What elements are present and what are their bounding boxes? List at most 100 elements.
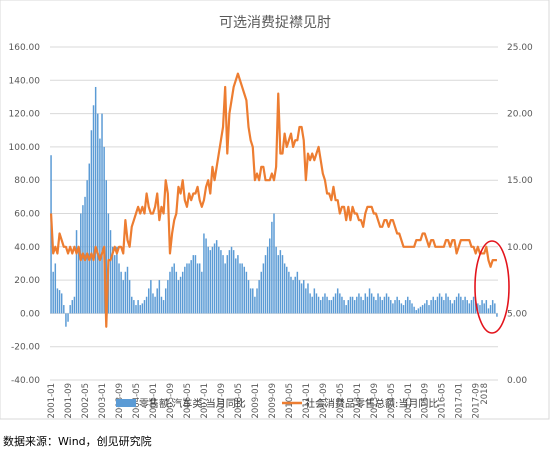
bar bbox=[260, 271, 263, 314]
bar bbox=[220, 250, 222, 314]
bar bbox=[258, 280, 260, 314]
bar bbox=[294, 276, 296, 314]
x-tick-label: 2005-09 bbox=[166, 383, 176, 419]
bar bbox=[205, 238, 207, 314]
bar bbox=[457, 293, 460, 314]
bar bbox=[139, 305, 141, 314]
bar bbox=[377, 293, 379, 314]
bar bbox=[54, 263, 57, 314]
bar bbox=[273, 213, 275, 314]
bar bbox=[373, 296, 375, 314]
bar bbox=[147, 288, 150, 314]
bar bbox=[300, 283, 303, 314]
bar bbox=[235, 258, 237, 314]
bar bbox=[400, 303, 403, 314]
bar bbox=[464, 296, 466, 314]
bar bbox=[201, 271, 203, 314]
x-tick-label: 2006-05 bbox=[183, 383, 193, 419]
left-tick-label: 140.00 bbox=[9, 76, 41, 86]
bar bbox=[288, 271, 290, 314]
right-tick-label: 25.00 bbox=[507, 43, 533, 53]
bar bbox=[364, 293, 367, 314]
bar bbox=[298, 280, 301, 314]
right-tick-label: 5.00 bbox=[507, 309, 527, 319]
bar bbox=[443, 300, 445, 314]
bar bbox=[428, 305, 430, 314]
bar bbox=[319, 300, 322, 314]
legend-bar-label: 零售额:汽车类:当月同比 bbox=[139, 397, 246, 410]
bar bbox=[279, 250, 282, 314]
bar bbox=[438, 293, 441, 314]
highlight-circle bbox=[474, 240, 510, 334]
bar bbox=[453, 300, 456, 314]
bar bbox=[283, 263, 286, 314]
bar bbox=[311, 296, 313, 314]
bar bbox=[341, 296, 343, 314]
bar bbox=[63, 305, 65, 314]
bar bbox=[58, 290, 61, 314]
x-tick-label: 2007-09 bbox=[217, 383, 227, 419]
bar bbox=[409, 300, 411, 314]
bar bbox=[460, 296, 462, 314]
bar bbox=[122, 280, 124, 314]
x-tick-label: 2010-05 bbox=[285, 383, 295, 419]
bar bbox=[472, 296, 475, 314]
bar bbox=[103, 146, 105, 314]
bar bbox=[133, 300, 135, 314]
bar bbox=[247, 280, 250, 314]
bar bbox=[171, 266, 173, 314]
bar bbox=[487, 308, 490, 314]
bar bbox=[477, 303, 479, 314]
bar bbox=[370, 293, 373, 314]
x-tick-label: 2012-05 bbox=[336, 383, 346, 419]
bar bbox=[211, 246, 214, 314]
bar bbox=[50, 155, 52, 314]
left-tick-label: 20.00 bbox=[14, 276, 40, 286]
bar bbox=[285, 266, 288, 314]
bar bbox=[105, 180, 108, 314]
bar bbox=[88, 163, 91, 314]
bar bbox=[366, 296, 369, 314]
bar bbox=[305, 288, 307, 314]
legend-bar-swatch bbox=[116, 399, 136, 407]
bar bbox=[404, 300, 407, 314]
x-tick-label: 2013-01 bbox=[353, 383, 363, 419]
bar bbox=[292, 280, 294, 314]
bar bbox=[345, 305, 347, 314]
bar bbox=[67, 313, 69, 322]
bar bbox=[434, 300, 437, 314]
bar bbox=[158, 280, 161, 314]
bar bbox=[262, 263, 265, 314]
x-tick-label: 2003-01 bbox=[98, 383, 108, 419]
bar bbox=[317, 296, 320, 314]
bar bbox=[307, 283, 309, 314]
bar bbox=[184, 266, 186, 314]
bar bbox=[451, 303, 454, 314]
bar bbox=[385, 293, 388, 314]
bar bbox=[275, 246, 277, 314]
bar bbox=[302, 280, 305, 314]
bar bbox=[190, 260, 192, 314]
bar bbox=[167, 280, 169, 314]
bar bbox=[179, 276, 182, 314]
right-tick-label: 15.00 bbox=[507, 176, 533, 186]
x-tick-label: 2015-01 bbox=[404, 383, 414, 419]
bar bbox=[120, 271, 122, 314]
bar bbox=[194, 255, 197, 314]
bar bbox=[394, 300, 396, 314]
legend: 零售额:汽车类:当月同比 社会消费品零售总额:当月同比 bbox=[116, 397, 438, 410]
bar bbox=[109, 230, 112, 314]
bar bbox=[173, 263, 175, 314]
bar bbox=[56, 288, 59, 314]
x-tick-label: 2011-09 bbox=[319, 383, 329, 419]
bar bbox=[232, 250, 235, 314]
bar bbox=[466, 300, 468, 314]
x-tick-label: 2007-01 bbox=[200, 383, 210, 419]
bar bbox=[271, 221, 273, 314]
bar bbox=[324, 293, 326, 314]
bar bbox=[84, 196, 86, 314]
bar bbox=[353, 300, 356, 314]
bar bbox=[71, 300, 74, 314]
bar bbox=[254, 296, 256, 314]
